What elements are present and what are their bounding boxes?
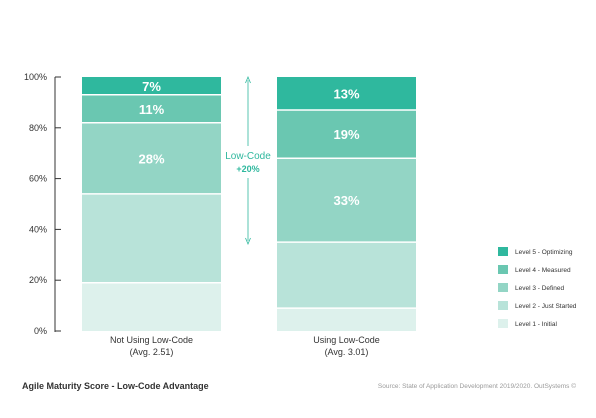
- y-tick-label: 0%: [34, 326, 47, 336]
- y-tick-label: 100%: [24, 72, 47, 82]
- legend-swatch: [498, 265, 508, 274]
- bar-segment: [277, 242, 416, 309]
- low-code-annotation: Low-Code +20%: [225, 75, 271, 246]
- y-tick-label: 80%: [29, 123, 47, 133]
- y-tick-label: 40%: [29, 224, 47, 234]
- bar-segment: [277, 77, 416, 111]
- y-tick-label: 20%: [29, 275, 47, 285]
- legend-label: Level 3 - Defined: [515, 285, 565, 292]
- legend-swatch: [498, 283, 508, 292]
- x-axis-labels: Not Using Low-Code (Avg. 2.51) Using Low-C…: [110, 335, 380, 357]
- x-category-label-line: Using Low-Code: [313, 335, 380, 345]
- y-tick-label: 60%: [29, 174, 47, 184]
- bar-segment: [277, 308, 416, 331]
- x-category-label: Not Using Low-Code (Avg. 2.51): [110, 335, 193, 357]
- legend-label: Level 4 - Measured: [515, 267, 571, 274]
- bar-segment: [82, 94, 221, 123]
- bar-segment: [277, 158, 416, 243]
- data-label: 33%: [333, 193, 359, 208]
- bar-segment: [82, 122, 221, 194]
- legend-label: Level 1 - Initial: [515, 321, 557, 328]
- legend-label: Level 2 - Just Started: [515, 303, 577, 310]
- x-category-label-line: (Avg. 2.51): [130, 347, 174, 357]
- data-label: 13%: [333, 87, 359, 102]
- bar-segment: [277, 110, 416, 159]
- bar-segment: [82, 77, 221, 95]
- chart-footer-title: Agile Maturity Score - Low-Code Advantag…: [22, 381, 209, 391]
- legend: Level 5 - Optimizing Level 4 - Measured Le…: [498, 247, 577, 328]
- legend-swatch: [498, 247, 508, 256]
- x-category-label-line: Not Using Low-Code: [110, 335, 193, 345]
- arrow-down-icon: [245, 237, 251, 246]
- legend-swatch: [498, 301, 508, 310]
- bar-segment: [82, 193, 221, 283]
- bar-segment: [82, 282, 221, 331]
- y-axis: 0% 20% 40% 60% 80% 100%: [24, 72, 61, 336]
- x-category-label: Using Low-Code (Avg. 3.01): [313, 335, 380, 357]
- bars: 7% 11% 28% 13% 19% 33%: [82, 77, 416, 331]
- x-category-label-line: (Avg. 3.01): [325, 347, 369, 357]
- legend-swatch: [498, 319, 508, 328]
- data-label: 19%: [333, 127, 359, 142]
- data-label: 28%: [138, 151, 164, 166]
- arrow-up-icon: [245, 75, 251, 84]
- annotation-value: +20%: [236, 164, 259, 174]
- legend-label: Level 5 - Optimizing: [515, 249, 573, 256]
- annotation-label: Low-Code: [225, 151, 271, 162]
- data-label: 7%: [142, 79, 161, 94]
- chart-source-note: Source: State of Application Development…: [377, 383, 576, 390]
- data-label: 11%: [139, 102, 165, 117]
